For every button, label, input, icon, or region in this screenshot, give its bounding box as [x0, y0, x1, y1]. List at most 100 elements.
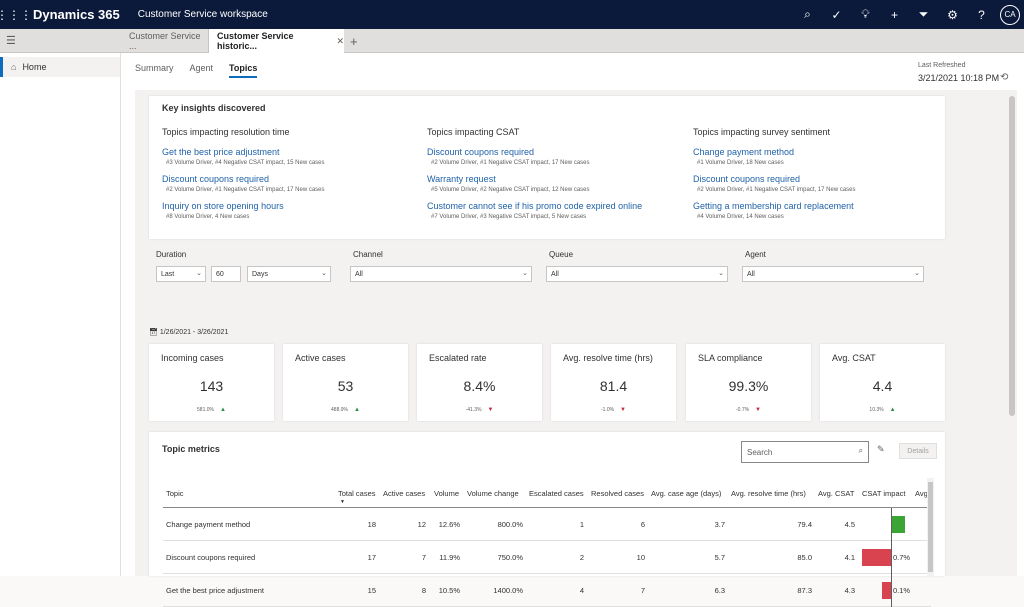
clear-filter-icon[interactable]: ✎ [877, 444, 885, 454]
insight-item: Getting a membership card replacement #4 … [693, 201, 943, 220]
insight-link[interactable]: Discount coupons required [427, 147, 535, 157]
search-icon[interactable]: ⌕ [804, 7, 811, 21]
help-icon[interactable]: ? [978, 7, 985, 22]
chevron-down-icon: ⌄ [321, 270, 327, 277]
page-scrollbar[interactable] [1007, 90, 1017, 576]
insight-link[interactable]: Change payment method [693, 147, 795, 157]
report-canvas: Key insights discovered Topics impacting… [135, 90, 1007, 607]
csat-impact-bar [882, 582, 891, 599]
insight-item: Discount coupons required #2 Volume Drive… [162, 174, 412, 193]
page-scrollbar-thumb[interactable] [1009, 96, 1015, 416]
add-icon[interactable]: + [890, 7, 898, 22]
insight-item: Discount coupons required #2 Volume Drive… [693, 174, 943, 193]
column-header[interactable]: Topic [166, 489, 184, 498]
hamburger-menu-icon[interactable]: ☰ [6, 35, 16, 47]
date-range-text: 1/26/2021 - 3/26/2021 [159, 329, 229, 336]
sort-descending-icon: ▼ [340, 499, 345, 505]
insights-title: Key insights discovered [162, 103, 266, 113]
duration-mode-select[interactable]: Last ⌄ [156, 266, 206, 282]
table-body: Change payment method 18 12 12.6% 800.0% 1 6 3.… [163, 508, 931, 607]
kpi-change-value: 488.9% [331, 407, 348, 413]
app-launcher-icon[interactable]: ⋮⋮⋮ [0, 7, 32, 22]
insight-meta: #2 Volume Driver, #1 Negative CSAT impac… [166, 187, 325, 193]
table-scrollbar[interactable] [927, 478, 934, 576]
column-header[interactable]: Volume [434, 489, 460, 498]
table-cell-volume-change: 750.0% [497, 553, 523, 562]
column-header[interactable]: Active cases [383, 489, 426, 498]
column-header[interactable]: Avg. case age (days) [651, 489, 722, 498]
channel-value: All [355, 270, 363, 278]
insight-meta: #7 Volume Driver, #3 Negative CSAT impac… [431, 214, 587, 220]
column-header[interactable]: Escalated cases [529, 489, 584, 498]
table-row[interactable]: Change payment method 18 12 12.6% 800.0% 1 6 3.… [163, 508, 931, 541]
table-row[interactable]: Get the best price adjustment 15 8 10.5% 140… [163, 574, 931, 607]
new-tab-icon[interactable]: + [350, 33, 358, 49]
table-cell-active: 12 [417, 520, 426, 529]
column-header[interactable]: Avg. CSAT [818, 489, 855, 498]
tab-label: Customer Service ... [129, 31, 201, 51]
search-input[interactable]: Search ⌕ [741, 441, 869, 463]
table-cell-topic: Discount coupons required [166, 553, 256, 562]
channel-label: Channel [353, 250, 383, 259]
tab-agent[interactable]: Agent [189, 63, 214, 73]
lightbulb-icon[interactable]: 💡︎ [861, 7, 870, 21]
workspace-title[interactable]: Customer Service workspace [137, 9, 268, 20]
insight-meta: #5 Volume Driver, #2 Negative CSAT impac… [431, 187, 590, 193]
sidebar-item-home[interactable]: ⌂ Home [0, 57, 120, 77]
channel-select[interactable]: All ⌄ [350, 266, 532, 282]
insight-link[interactable]: Warranty request [427, 174, 496, 184]
home-icon: ⌂ [11, 62, 17, 72]
tab-customer-service[interactable]: Customer Service ... [121, 29, 209, 53]
kpi-title: SLA compliance [698, 353, 763, 363]
refresh-icon[interactable]: ⟲ [1000, 72, 1009, 83]
column-header[interactable]: Avg [915, 489, 928, 498]
app-brand[interactable]: Dynamics 365 [33, 7, 120, 22]
column-header[interactable]: Resolved cases [591, 489, 644, 498]
report-tabs: Summary Agent Topics [135, 63, 273, 78]
insight-link[interactable]: Getting a membership card replacement [693, 201, 854, 211]
close-icon[interactable]: ✕ [336, 35, 344, 46]
duration-value-input[interactable]: 60 [211, 266, 241, 282]
insight-link[interactable]: Customer cannot see if his promo code ex… [427, 201, 643, 211]
column-header[interactable]: CSAT impact [862, 489, 906, 498]
table-cell-case-age: 6.3 [714, 586, 725, 595]
table-cell-csat: 4.1 [844, 553, 855, 562]
csat-impact-label: 0.7% [893, 553, 911, 562]
table-cell-escalated: 4 [579, 586, 584, 595]
tab-topics[interactable]: Topics [229, 63, 258, 78]
insight-link[interactable]: Discount coupons required [693, 174, 801, 184]
tab-summary[interactable]: Summary [135, 63, 174, 73]
user-avatar[interactable]: CA [1000, 4, 1020, 25]
insight-meta: #8 Volume Driver, 4 New cases [166, 214, 250, 220]
queue-select[interactable]: All ⌄ [546, 266, 728, 282]
last-refreshed-label: Last Refreshed [918, 62, 966, 69]
table-row[interactable]: Discount coupons required 17 7 11.9% 750.0% 2… [163, 541, 931, 574]
kpi-change-value: 581.0% [197, 407, 214, 413]
topic-metrics-title: Topic metrics [162, 444, 220, 454]
tab-customer-service-historical[interactable]: Customer Service historic... ✕ [209, 29, 344, 53]
insight-link[interactable]: Get the best price adjustment [162, 147, 280, 157]
agent-select[interactable]: All ⌄ [742, 266, 924, 282]
insight-link[interactable]: Discount coupons required [162, 174, 270, 184]
column-header[interactable]: Avg. resolve time (hrs) [731, 489, 806, 498]
topic-table: Topic Total cases ▼ Active cases Volume … [163, 480, 931, 607]
csat-impact-axis [891, 508, 892, 607]
kpi-title: Incoming cases [161, 353, 224, 363]
table-cell-resolve-time: 87.3 [797, 586, 812, 595]
duration-unit-select[interactable]: Days ⌄ [247, 266, 331, 282]
task-icon[interactable]: ✓ [831, 7, 842, 22]
details-button[interactable]: Details [899, 443, 937, 459]
insight-column-heading: Topics impacting resolution time [162, 127, 290, 137]
csat-impact-bar [891, 516, 905, 533]
settings-icon[interactable]: ⚙ [947, 7, 958, 22]
kpi-change-value: 10.3% [869, 407, 884, 413]
column-header[interactable]: Volume change [467, 489, 519, 498]
column-header[interactable]: Total cases [338, 489, 376, 498]
insight-link[interactable]: Inquiry on store opening hours [162, 201, 284, 211]
kpi-incoming-cases: Incoming cases 143 581.0% ▲ [149, 344, 274, 421]
chevron-down-icon: ⌄ [196, 270, 202, 277]
table-scrollbar-thumb[interactable] [928, 482, 933, 572]
insight-column-survey-sentiment: Topics impacting survey sentiment Change… [693, 127, 943, 228]
filter-icon[interactable]: ⏷ [918, 7, 929, 21]
insight-item: Discount coupons required #2 Volume Drive… [427, 147, 677, 166]
